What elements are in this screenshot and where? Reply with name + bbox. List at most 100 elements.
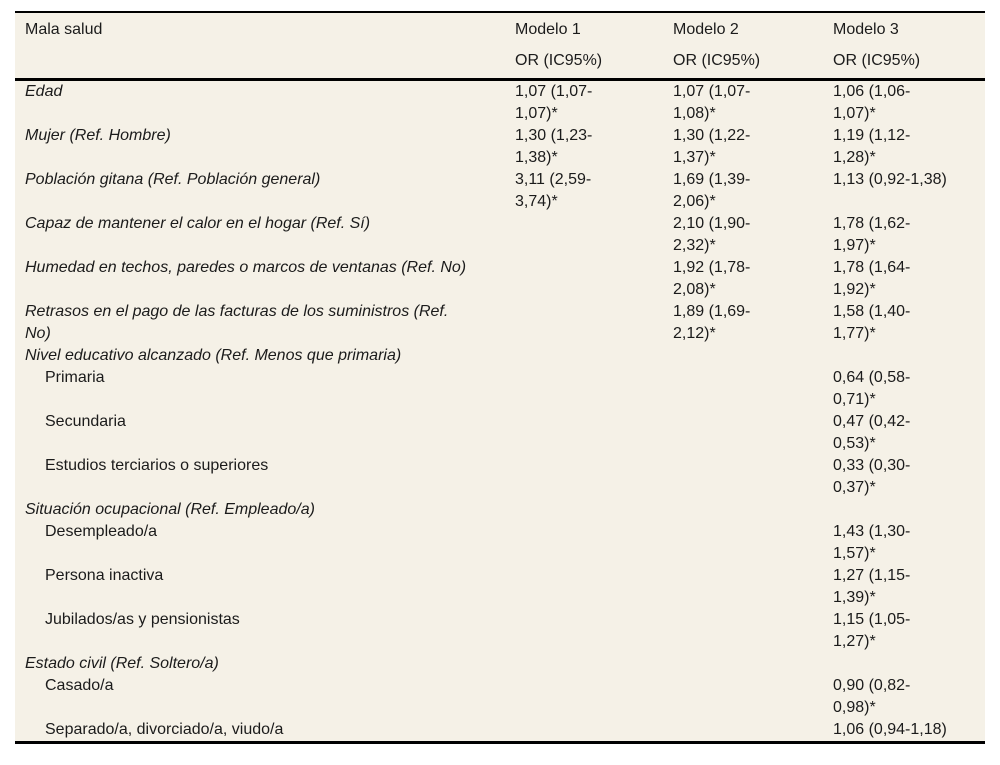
table-row: Población gitana (Ref. Población general…	[15, 169, 985, 213]
or-value	[515, 301, 673, 345]
or-value	[673, 719, 833, 741]
or-value: 1,15 (1,05-1,27)*	[833, 611, 911, 650]
table-row: Persona inactiva 1,27 (1,15-1,39)*	[15, 565, 985, 609]
column-sublabel: OR (IC95%)	[515, 52, 603, 69]
row-label: Edad	[25, 83, 63, 100]
or-value: 0,64 (0,58-0,71)*	[833, 369, 911, 408]
table-body: Edad 1,07 (1,07-1,07)* 1,07 (1,07-1,08)* 1,…	[15, 80, 985, 742]
or-value	[515, 367, 673, 411]
or-value	[515, 213, 673, 257]
or-value: 1,30 (1,22-1,37)*	[673, 127, 751, 166]
table-row: Secundaria 0,47 (0,42-0,53)*	[15, 411, 985, 455]
row-label: Nivel educativo alcanzado (Ref. Menos qu…	[25, 347, 402, 364]
or-value: 1,06 (0,94-1,18)	[833, 721, 947, 738]
or-value	[515, 455, 673, 499]
table-row: Capaz de mantener el calor en el hogar (…	[15, 213, 985, 257]
row-label: Capaz de mantener el calor en el hogar (…	[25, 215, 371, 232]
table-row: Jubilados/as y pensionistas 1,15 (1,05-1,…	[15, 609, 985, 653]
or-value	[673, 675, 833, 719]
or-value	[833, 653, 985, 675]
table-row: Estudios terciarios o superiores 0,33 (0,…	[15, 455, 985, 499]
or-value	[673, 499, 833, 521]
or-value	[515, 345, 673, 367]
or-value	[515, 521, 673, 565]
column-label: Modelo 1	[515, 21, 581, 38]
table-row: Desempleado/a 1,43 (1,30-1,57)*	[15, 521, 985, 565]
row-label: Casado/a	[45, 677, 114, 694]
or-value: 1,78 (1,62-1,97)*	[833, 215, 911, 254]
row-label: Estudios terciarios o superiores	[45, 457, 269, 474]
row-label: Primaria	[45, 369, 105, 386]
row-label: Secundaria	[45, 413, 126, 430]
column-sublabel: OR (IC95%)	[833, 52, 921, 69]
column-sublabel: OR (IC95%)	[673, 52, 761, 69]
table-row: Mujer (Ref. Hombre) 1,30 (1,23-1,38)* 1,30…	[15, 125, 985, 169]
table-row: Humedad en techos, paredes o marcos de v…	[15, 257, 985, 301]
or-value: 1,13 (0,92-1,38)	[833, 171, 947, 188]
row-label: Situación ocupacional (Ref. Empleado/a)	[25, 501, 315, 518]
or-value	[833, 345, 985, 367]
or-value: 1,92 (1,78-2,08)*	[673, 259, 751, 298]
table-row: Retrasos en el pago de las facturas de l…	[15, 301, 985, 345]
row-label: Retrasos en el pago de las facturas de l…	[25, 303, 449, 342]
row-label: Jubilados/as y pensionistas	[45, 611, 240, 628]
or-value: 1,43 (1,30-1,57)*	[833, 523, 911, 562]
or-value: 1,58 (1,40-1,77)*	[833, 303, 911, 342]
or-value	[673, 367, 833, 411]
or-value: 1,69 (1,39-2,06)*	[673, 171, 751, 210]
or-value	[673, 455, 833, 499]
table-row: Casado/a 0,90 (0,82-0,98)*	[15, 675, 985, 719]
row-label: Humedad en techos, paredes o marcos de v…	[25, 259, 467, 276]
column-header-modelo-2: Modelo 2 OR (IC95%)	[673, 13, 833, 81]
row-label: Población gitana (Ref. Población general…	[25, 171, 321, 188]
row-label: Desempleado/a	[45, 523, 158, 540]
header-row: Mala salud Modelo 1 OR (IC95%) Modelo 2 …	[15, 13, 985, 81]
or-value	[673, 345, 833, 367]
table-row: Separado/a, divorciado/a, viudo/a 1,06 (0…	[15, 719, 985, 741]
or-value: 0,47 (0,42-0,53)*	[833, 413, 911, 452]
table-title-cell: Mala salud	[15, 13, 515, 81]
table-row: Situación ocupacional (Ref. Empleado/a)	[15, 499, 985, 521]
table-row: Primaria 0,64 (0,58-0,71)*	[15, 367, 985, 411]
column-label: Modelo 2	[673, 21, 739, 38]
or-value	[515, 411, 673, 455]
or-value	[515, 257, 673, 301]
or-value: 1,30 (1,23-1,38)*	[515, 127, 593, 166]
or-value: 1,07 (1,07-1,07)*	[515, 83, 593, 122]
or-value: 1,07 (1,07-1,08)*	[673, 83, 751, 122]
row-label: Estado civil (Ref. Soltero/a)	[25, 655, 219, 672]
or-value: 3,11 (2,59-3,74)*	[515, 171, 592, 210]
column-header-modelo-3: Modelo 3 OR (IC95%)	[833, 13, 985, 81]
regression-table-panel: Mala salud Modelo 1 OR (IC95%) Modelo 2 …	[15, 11, 985, 744]
column-header-modelo-1: Modelo 1 OR (IC95%)	[515, 13, 673, 81]
or-value: 1,89 (1,69-2,12)*	[673, 303, 751, 342]
or-value	[673, 411, 833, 455]
row-label: Persona inactiva	[45, 567, 164, 584]
column-label: Modelo 3	[833, 21, 899, 38]
table-row: Estado civil (Ref. Soltero/a)	[15, 653, 985, 675]
or-value	[515, 675, 673, 719]
or-value: 0,90 (0,82-0,98)*	[833, 677, 911, 716]
or-value	[515, 565, 673, 609]
or-value	[833, 499, 985, 521]
or-value: 0,33 (0,30-0,37)*	[833, 457, 911, 496]
or-value	[515, 609, 673, 653]
table-row: Edad 1,07 (1,07-1,07)* 1,07 (1,07-1,08)* 1,…	[15, 80, 985, 126]
or-value	[673, 565, 833, 609]
row-label: Separado/a, divorciado/a, viudo/a	[45, 721, 284, 738]
table-row: Nivel educativo alcanzado (Ref. Menos qu…	[15, 345, 985, 367]
or-value: 1,06 (1,06-1,07)*	[833, 83, 911, 122]
or-value: 1,27 (1,15-1,39)*	[833, 567, 911, 606]
or-value: 2,10 (1,90-2,32)*	[673, 215, 751, 254]
results-table: Mala salud Modelo 1 OR (IC95%) Modelo 2 …	[15, 13, 985, 741]
table-title: Mala salud	[25, 21, 103, 38]
row-label: Mujer (Ref. Hombre)	[25, 127, 171, 144]
or-value	[515, 719, 673, 741]
or-value	[515, 499, 673, 521]
or-value	[515, 653, 673, 675]
or-value: 1,19 (1,12-1,28)*	[833, 127, 911, 166]
or-value	[673, 521, 833, 565]
or-value	[673, 609, 833, 653]
or-value	[673, 653, 833, 675]
or-value: 1,78 (1,64-1,92)*	[833, 259, 911, 298]
